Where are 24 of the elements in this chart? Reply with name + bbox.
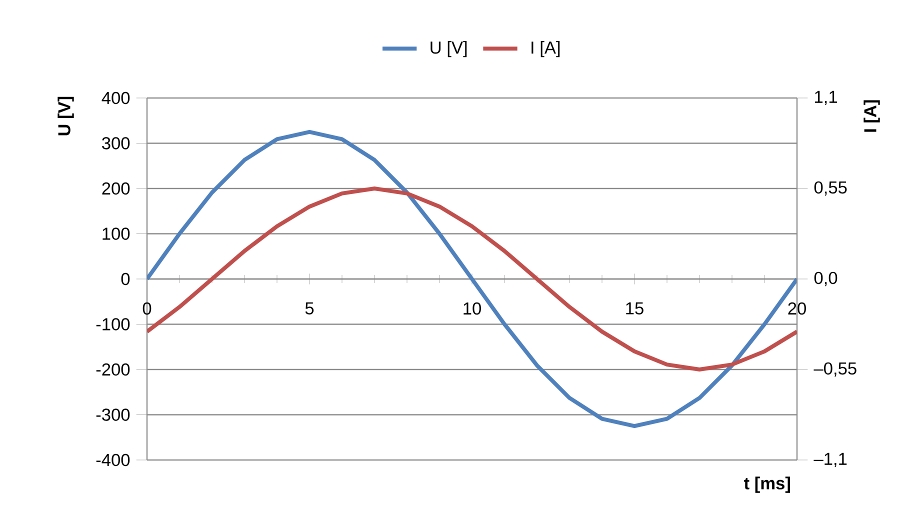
x-tick-label: 5 (305, 302, 314, 314)
y-tick-label: 300 (102, 137, 130, 150)
y-tick-label: -200 (96, 363, 130, 376)
x-tick-label: 0 (142, 302, 152, 315)
y-axis-title: U [V] (58, 96, 74, 136)
x-axis-title: t [ms] (744, 476, 790, 493)
y2-tick-label: 1,1 (815, 90, 837, 106)
y-tick-label: 0 (121, 272, 130, 286)
y-tick-label: -100 (96, 318, 130, 330)
y2-tick-label: –0,55 (814, 362, 856, 377)
y-tick-label: 400 (102, 92, 130, 104)
x-tick-label: 10 (464, 302, 481, 315)
x-tick-label: 15 (626, 302, 644, 314)
y-tick-label: -300 (96, 408, 130, 421)
y-tick-label: 100 (102, 228, 130, 240)
y2-tick-label: –1,1 (814, 452, 847, 468)
y2-tick-label: 0,0 (814, 272, 838, 286)
y2-axis-title: I [A] (864, 100, 880, 132)
x-tick-label: 20 (788, 302, 806, 315)
y-tick-label: 200 (102, 182, 130, 195)
legend-label: U [V] (430, 41, 467, 58)
y-tick-label: -400 (96, 454, 130, 466)
y2-tick-label: 0,55 (814, 181, 847, 196)
legend-label: I [A] (532, 41, 560, 58)
